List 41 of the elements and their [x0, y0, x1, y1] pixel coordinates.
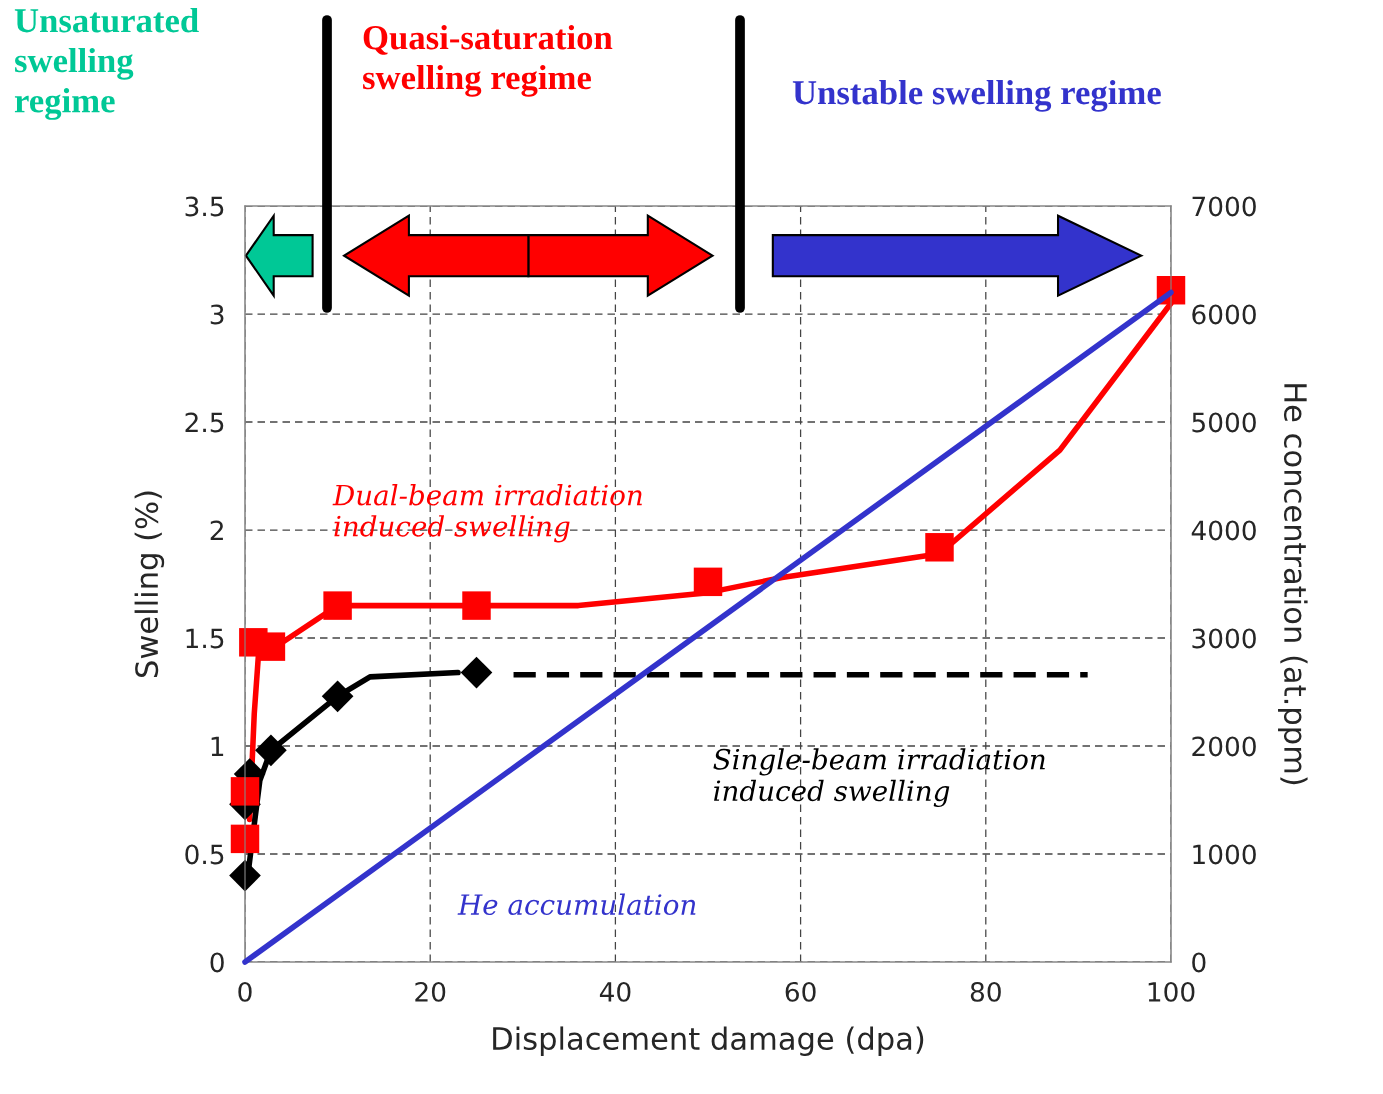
y2-axis-title: He concentration (at.ppm)	[1278, 384, 1308, 785]
x-tick-label: 0	[238, 981, 252, 1002]
point	[693, 567, 723, 597]
y-axis-title: Swelling (%)	[134, 491, 165, 677]
y2-tick-label: 1000	[1193, 844, 1256, 865]
point	[230, 777, 260, 806]
point	[321, 680, 354, 713]
y2-tick-label: 5000	[1192, 412, 1256, 433]
point	[925, 533, 954, 562]
text: Unsaturated swelling regime	[14, 8, 199, 120]
y-tick-label: 2	[210, 520, 223, 541]
y2-tick-label: 0	[1192, 952, 1206, 973]
y-tick-label: 1.5	[186, 628, 224, 649]
y-tick-label: 3	[210, 304, 224, 325]
y-tick-label: 2.5	[185, 412, 224, 433]
x-tick-label: 100	[1148, 981, 1195, 1002]
x-axis-title: Displacement damage (dpa)	[493, 1026, 924, 1056]
point	[323, 591, 352, 620]
x-tick-label: 60	[785, 981, 816, 1002]
text: Unstable swelling regime	[792, 80, 1161, 112]
annotation: Single-beam irradiation induced swelling	[713, 748, 1045, 808]
text: Quasi-saturation swelling regime	[363, 25, 613, 97]
point	[229, 859, 261, 892]
point	[460, 656, 493, 689]
y2-tick-label: 7000	[1192, 196, 1256, 217]
y2-tick-label: 2000	[1192, 736, 1256, 757]
point	[255, 734, 287, 767]
y2-tick-label: 6000	[1192, 304, 1256, 325]
x-tick-label: 20	[415, 981, 446, 1002]
y-tick-label: 1	[211, 736, 224, 757]
x-tick-label: 40	[599, 981, 631, 1002]
x-tick-label: 80	[970, 981, 1001, 1002]
annotation: He accumulation	[457, 893, 696, 916]
y2-tick-label: 4000	[1191, 520, 1256, 541]
y-tick-label: 0.5	[185, 844, 224, 865]
annotation: Dual-beam irradiation induced swelling	[332, 484, 642, 543]
y-tick-label: 0	[210, 952, 224, 973]
point	[230, 824, 260, 854]
point	[462, 591, 491, 620]
y2-tick-label: 3000	[1192, 628, 1256, 649]
y-tick-label: 3.5	[185, 196, 224, 217]
